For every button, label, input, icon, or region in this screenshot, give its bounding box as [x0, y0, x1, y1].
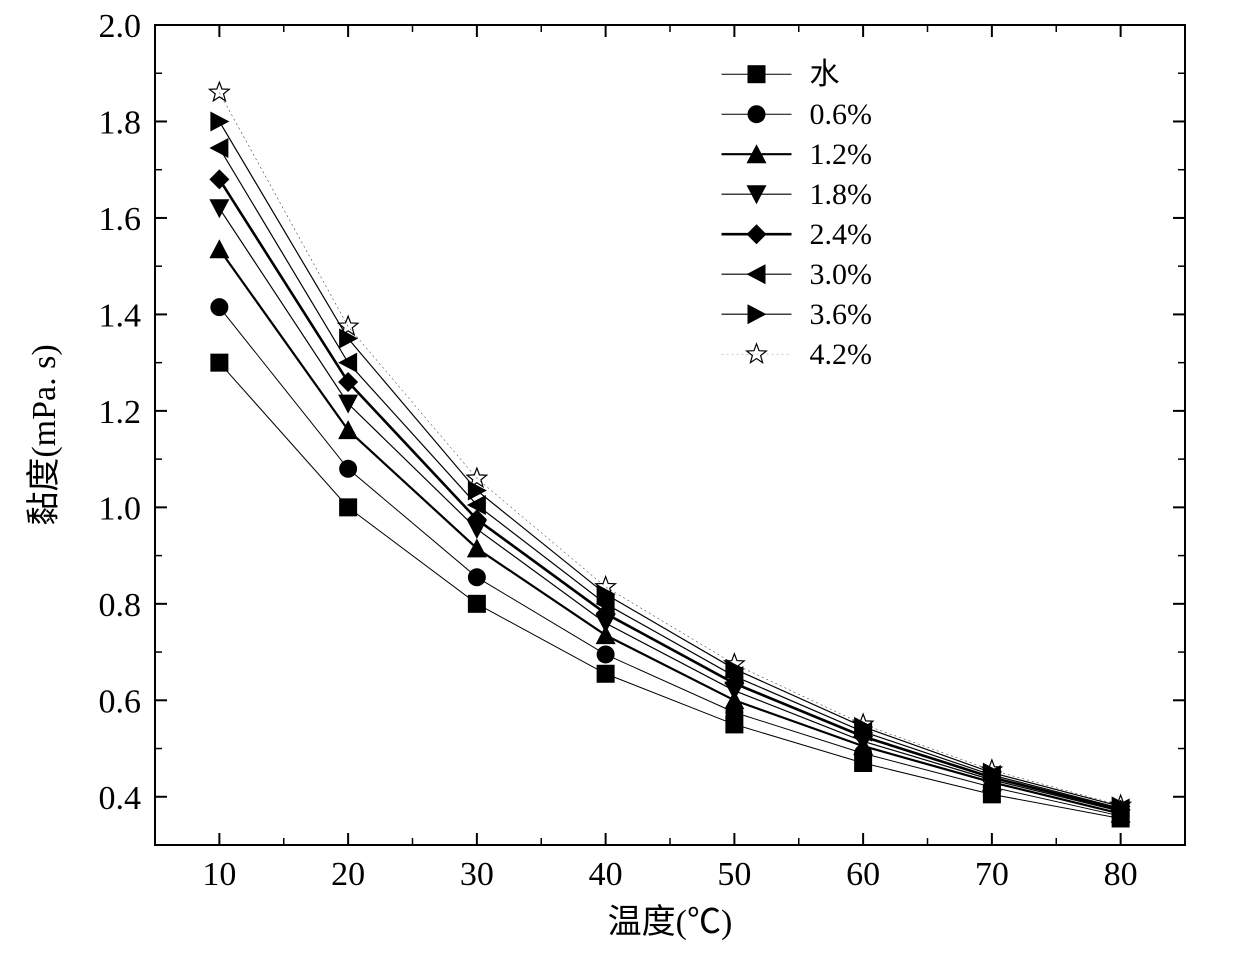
svg-text:3.0%: 3.0%	[810, 258, 873, 291]
svg-text:1.2%: 1.2%	[810, 138, 873, 171]
chart-svg: 10 20 30 40 50 60 70 80 0.4 0.6 0.8 1.0 1.2 1.4 1.6 1.8…	[0, 0, 1240, 962]
svg-text:1.8: 1.8	[99, 104, 142, 141]
series-4	[209, 169, 1130, 819]
svg-text:70: 70	[975, 856, 1009, 893]
legend: 水 0.6% 1.2% 1.8% 2.4% 3.0% 3.6% 4.2%	[722, 58, 873, 371]
svg-text:1.0: 1.0	[99, 490, 142, 527]
svg-text:2.4%: 2.4%	[810, 218, 873, 251]
svg-text:0.8: 0.8	[99, 587, 142, 624]
svg-text:40: 40	[589, 856, 623, 893]
series-7	[210, 82, 1131, 814]
svg-text:30: 30	[460, 856, 494, 893]
svg-text:0.6%: 0.6%	[810, 98, 873, 131]
series-2	[209, 239, 1130, 822]
svg-text:20: 20	[331, 856, 365, 893]
svg-text:80: 80	[1104, 856, 1138, 893]
svg-text:1.6: 1.6	[99, 201, 142, 238]
svg-text:黏度(mPa. s): 黏度(mPa. s)	[25, 344, 63, 525]
svg-text:0.4: 0.4	[99, 780, 142, 817]
svg-text:水: 水	[810, 58, 840, 91]
svg-text:50: 50	[717, 856, 751, 893]
svg-text:1.2: 1.2	[99, 394, 142, 431]
svg-text:1.8%: 1.8%	[810, 178, 873, 211]
svg-text:2.0: 2.0	[99, 8, 142, 45]
series-5	[209, 138, 1129, 818]
svg-text:1.4: 1.4	[99, 297, 142, 334]
svg-text:60: 60	[846, 856, 880, 893]
svg-text:4.2%: 4.2%	[810, 338, 873, 371]
viscosity-chart: 10 20 30 40 50 60 70 80 0.4 0.6 0.8 1.0 1.2 1.4 1.6 1.8…	[0, 0, 1240, 962]
svg-text:0.6: 0.6	[99, 683, 142, 720]
svg-text:10: 10	[202, 856, 236, 893]
svg-text:温度(℃): 温度(℃)	[608, 903, 733, 941]
svg-text:3.6%: 3.6%	[810, 298, 873, 331]
